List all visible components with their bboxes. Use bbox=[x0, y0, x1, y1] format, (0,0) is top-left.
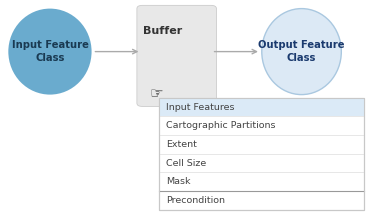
Text: ☞: ☞ bbox=[150, 86, 163, 101]
Text: Input Feature
Class: Input Feature Class bbox=[11, 40, 88, 63]
Text: Extent: Extent bbox=[166, 140, 196, 149]
Text: Mask: Mask bbox=[166, 177, 190, 186]
Text: Cartographic Partitions: Cartographic Partitions bbox=[166, 121, 275, 130]
Bar bbox=[159, 98, 364, 210]
Bar bbox=[159, 98, 364, 210]
Bar bbox=[159, 98, 364, 117]
Ellipse shape bbox=[9, 9, 92, 95]
Text: Buffer: Buffer bbox=[143, 26, 182, 36]
Text: Precondition: Precondition bbox=[166, 196, 225, 205]
Text: Input Features: Input Features bbox=[166, 103, 234, 112]
Text: Cell Size: Cell Size bbox=[166, 158, 206, 167]
Text: Output Feature
Class: Output Feature Class bbox=[258, 40, 345, 63]
FancyBboxPatch shape bbox=[137, 5, 216, 106]
Ellipse shape bbox=[262, 9, 341, 95]
